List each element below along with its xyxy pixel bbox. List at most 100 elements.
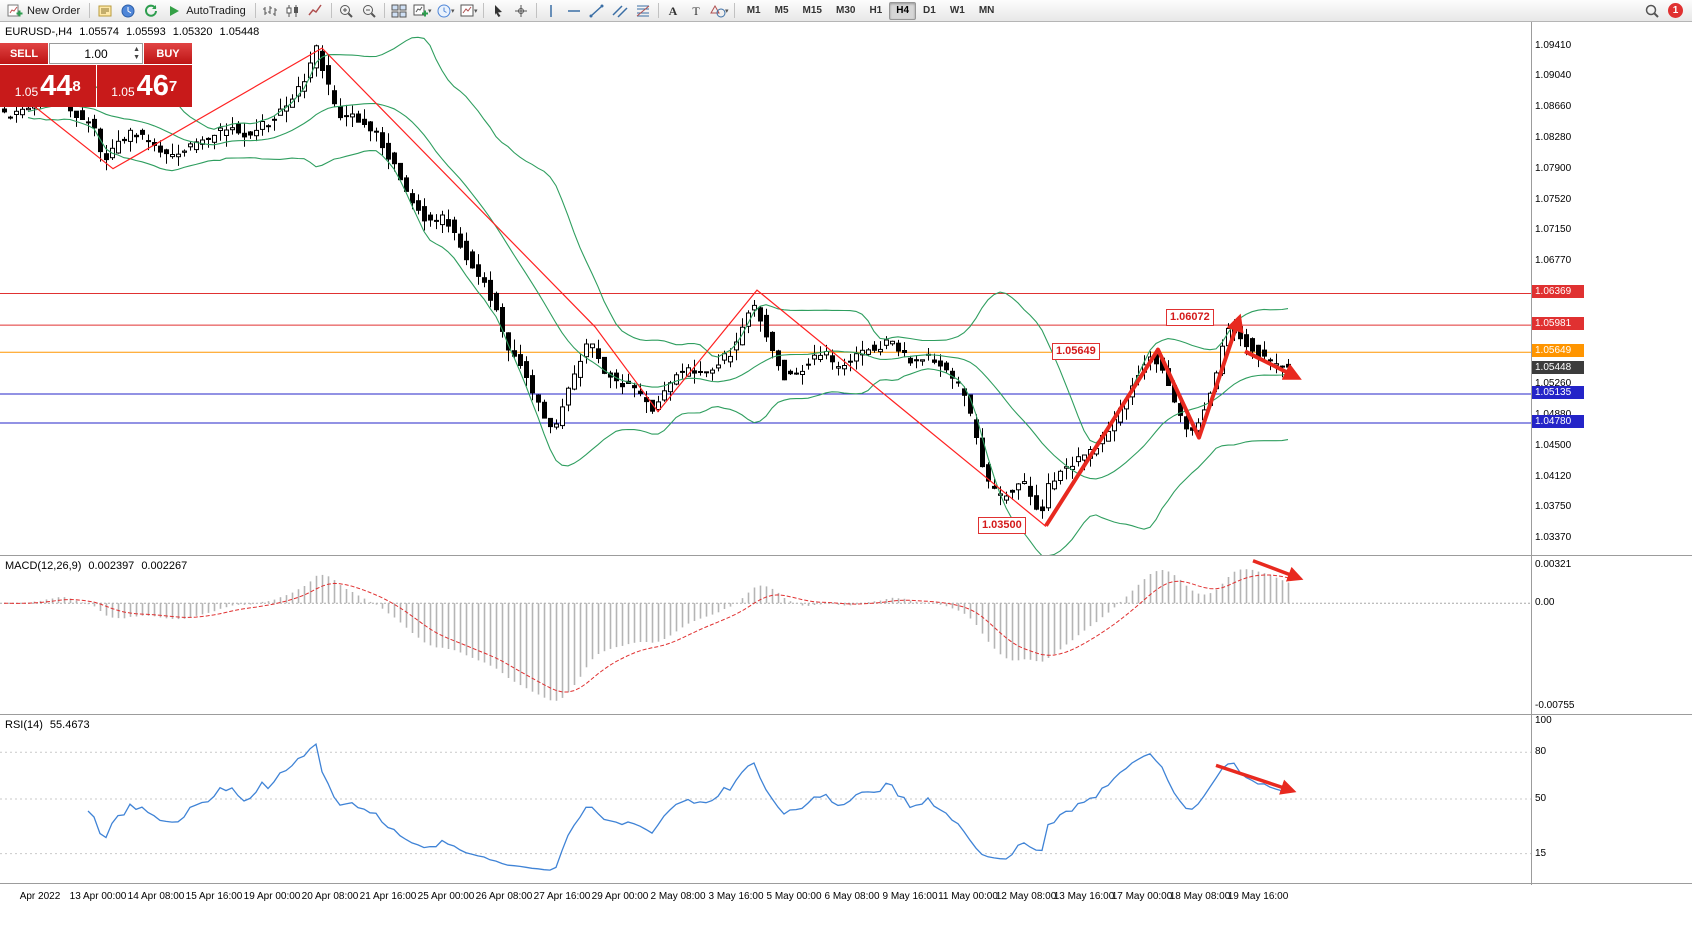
refresh-button[interactable] — [139, 1, 162, 21]
autotrading-button[interactable]: AutoTrading — [162, 1, 252, 21]
timeframe-m30[interactable]: M30 — [835, 5, 856, 16]
crosshair-icon — [513, 3, 529, 19]
price-callout[interactable]: 1.06072 — [1166, 309, 1214, 326]
notification-badge[interactable]: 1 — [1668, 3, 1683, 18]
macd-axis-max: 0.00321 — [1535, 559, 1572, 570]
macd-signal-line — [3, 574, 1289, 693]
toolbar-separator — [89, 3, 91, 18]
text-label-tool-button[interactable]: T — [685, 1, 708, 21]
zoom-out-button[interactable] — [358, 1, 381, 21]
zigzag-trendlines[interactable] — [1, 47, 1047, 527]
price-axis[interactable]: 1.09410 1.09040 1.08660 1.08280 1.07900 1.075… — [1531, 0, 1692, 910]
timeframe-m1[interactable]: M1 — [746, 5, 761, 16]
horizontal-level-lines[interactable] — [0, 293, 1531, 424]
chart-ohlc-header: EURUSD-,H4 1.05574 1.05593 1.05320 1.054… — [5, 26, 259, 38]
buy-button[interactable]: BUY — [144, 43, 192, 64]
macd-canvas[interactable] — [0, 556, 1531, 714]
zoom-in-icon — [338, 3, 354, 19]
volume-up-icon[interactable]: ▲ — [133, 46, 140, 53]
timeframe-m15[interactable]: M15 — [802, 5, 822, 16]
tile-windows-button[interactable] — [388, 1, 411, 21]
ohlc-high: 1.05593 — [126, 26, 166, 38]
volume-stepper[interactable]: ▲ ▼ — [133, 46, 140, 62]
candlestick-mode-button[interactable] — [282, 1, 305, 21]
price-callout[interactable]: 1.05649 — [1052, 343, 1100, 360]
svg-text:T: T — [693, 4, 701, 18]
vertical-line-tool-button[interactable] — [540, 1, 563, 21]
toolbar-separator — [330, 3, 332, 18]
timeframe-d1[interactable]: D1 — [923, 5, 936, 16]
buy-price-button[interactable]: 1.05 46 7 — [96, 65, 192, 107]
line-chart-mode-button[interactable] — [305, 1, 328, 21]
sell-price-button[interactable]: 1.05 44 8 — [0, 65, 96, 107]
time-tick-label: 27 Apr 16:00 — [533, 891, 591, 902]
macd-panel[interactable]: MACD(12,26,9) 0.002397 0.002267 — [0, 556, 1692, 715]
macd-annotation-arrow[interactable] — [1252, 559, 1304, 582]
timeframe-m5[interactable]: M5 — [774, 5, 789, 16]
zoom-in-button[interactable] — [335, 1, 358, 21]
sell-button[interactable]: SELL — [0, 43, 48, 64]
vline-icon — [543, 3, 559, 19]
price-tick-label: 1.03370 — [1535, 532, 1572, 543]
price-tick-label: 1.03750 — [1535, 501, 1572, 512]
time-tick-label: 18 May 08:00 — [1169, 891, 1231, 902]
tile-windows-icon — [391, 3, 407, 19]
main-chart-panel[interactable]: EURUSD-,H4 1.05574 1.05593 1.05320 1.054… — [0, 22, 1692, 556]
equidistant-channel-tool-button[interactable] — [609, 1, 632, 21]
fibonacci-tool-button[interactable] — [632, 1, 655, 21]
time-tick-label: 5 May 00:00 — [766, 891, 822, 902]
rsi-line — [87, 742, 1289, 871]
templates-button[interactable]: ▾ — [457, 1, 480, 21]
timeframe-h4[interactable]: H4 — [889, 1, 917, 20]
price-callout[interactable]: 1.03500 — [978, 517, 1026, 534]
time-tick-label: 29 Apr 00:00 — [591, 891, 649, 902]
volume-value: 1.00 — [84, 46, 108, 61]
price-chart-canvas[interactable] — [0, 22, 1531, 555]
volume-input[interactable]: 1.00 ▲ ▼ — [49, 43, 143, 64]
market-watch-button[interactable] — [116, 1, 139, 21]
volume-down-icon[interactable]: ▼ — [133, 54, 140, 61]
toolbar-separator — [383, 3, 385, 18]
rsi-axis-label: 15 — [1535, 848, 1547, 859]
cursor-tool-button[interactable] — [487, 1, 510, 21]
time-tick-label: 3 May 16:00 — [708, 891, 764, 902]
candles[interactable] — [2, 44, 1291, 519]
metaeditor-icon — [97, 3, 113, 19]
new-order-button[interactable]: New Order — [3, 1, 86, 21]
macd-name: MACD(12,26,9) — [5, 560, 82, 572]
macd-histogram — [9, 569, 1290, 701]
periods-button[interactable]: ▾ — [434, 1, 457, 21]
crosshair-tool-button[interactable] — [510, 1, 533, 21]
time-tick-label: 25 Apr 00:00 — [417, 891, 475, 902]
arrows-tool-button[interactable]: ▾ — [708, 1, 731, 21]
price-tick-label: 1.05260 — [1535, 378, 1572, 389]
horizontal-line-tool-button[interactable] — [563, 1, 586, 21]
time-tick-label: 21 Apr 16:00 — [359, 891, 417, 902]
timeframe-mn[interactable]: MN — [978, 5, 995, 16]
text-tool-button[interactable]: A — [662, 1, 685, 21]
rsi-canvas[interactable] — [0, 715, 1531, 883]
timeframe-w1[interactable]: W1 — [949, 5, 965, 16]
dropdown-arrow-icon: ▾ — [473, 7, 478, 15]
search-button[interactable] — [1640, 1, 1663, 21]
metaeditor-button[interactable] — [93, 1, 116, 21]
new-order-label: New Order — [27, 4, 81, 17]
forecast-arrow[interactable] — [1244, 349, 1302, 380]
current-price-badge: 1.05448 — [1532, 361, 1584, 374]
time-tick-label: 15 Apr 16:00 — [185, 891, 243, 902]
time-tick-label: 6 May 08:00 — [824, 891, 880, 902]
price-tick-label: 1.04880 — [1535, 409, 1571, 420]
trendline-tool-button[interactable] — [586, 1, 609, 21]
timeframe-h1[interactable]: H1 — [869, 5, 883, 16]
dropdown-arrow-icon: ▾ — [427, 7, 432, 15]
time-tick-label: 17 May 00:00 — [1111, 891, 1173, 902]
macd-axis-zero: 0.00 — [1535, 597, 1555, 608]
rsi-annotation-arrow[interactable] — [1215, 763, 1297, 795]
time-axis[interactable]: Apr 2022 13 Apr 00:00 14 Apr 08:00 15 Apr 1… — [0, 885, 1692, 910]
rsi-panel[interactable]: RSI(14) 55.4673 — [0, 715, 1692, 884]
shapes-icon — [710, 3, 726, 19]
one-click-trading-panel: SELL 1.00 ▲ ▼ BUY 1.05 44 8 1.05 46 7 — [0, 43, 192, 107]
trend-arrow-zigzag[interactable] — [1044, 313, 1244, 527]
indicators-list-button[interactable]: ▾ — [411, 1, 434, 21]
bar-chart-mode-button[interactable] — [259, 1, 282, 21]
